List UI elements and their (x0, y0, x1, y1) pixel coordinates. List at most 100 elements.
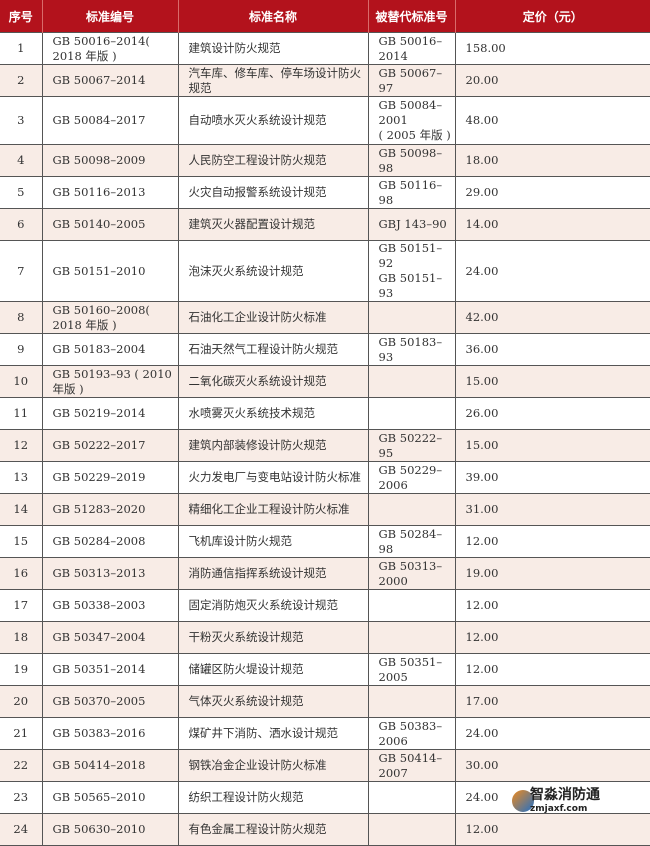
table-row: 24 GB 50630–2010 有色金属工程设计防火规范 12.00 (0, 813, 650, 846)
cell-replaced: GB 50084–2001( 2005 年版 ) (367, 96, 456, 145)
cell-replaced: GB 50229–2006 (367, 461, 456, 494)
cell-replaced (367, 365, 456, 398)
cell-replaced: GB 50098–98 (367, 144, 456, 177)
cell-replaced (367, 781, 456, 814)
cell-price: 30.00 (454, 749, 650, 782)
cell-no: 2 (0, 64, 43, 97)
cell-name: 汽车库、修车库、停车场设计防火规范 (177, 64, 369, 97)
cell-no: 17 (0, 589, 43, 622)
cell-replaced (367, 493, 456, 526)
cell-no: 9 (0, 333, 43, 366)
table-row: 13 GB 50229–2019 火力发电厂与变电站设计防火标准 GB 50229–2… (0, 461, 650, 494)
cell-price: 17.00 (454, 685, 650, 718)
cell-code: GB 51283–2020 (41, 493, 179, 526)
cell-code: GB 50183–2004 (41, 333, 179, 366)
cell-replaced: GB 50351–2005 (367, 653, 456, 686)
cell-replaced: GB 50151–92 GB 50151–93 (367, 240, 456, 302)
cell-code: GB 50565–2010 (41, 781, 179, 814)
cell-code: GB 50067–2014 (41, 64, 179, 97)
cell-code: GB 50370–2005 (41, 685, 179, 718)
cell-name: 飞机库设计防火规范 (177, 525, 369, 558)
table-row: 14 GB 51283–2020 精细化工企业工程设计防火标准 31.00 (0, 493, 650, 526)
cell-price: 158.00 (454, 32, 650, 65)
cell-price: 36.00 (454, 333, 650, 366)
cell-name: 二氧化碳灭火系统设计规范 (177, 365, 369, 398)
cell-replaced: GB 50067–97 (367, 64, 456, 97)
cell-code: GB 50630–2010 (41, 813, 179, 846)
table-row: 16 GB 50313–2013 消防通信指挥系统设计规范 GB 50313–2000… (0, 557, 650, 590)
table-row: 15 GB 50284–2008 飞机库设计防火规范 GB 50284–98 12.00 (0, 525, 650, 558)
cell-price: 12.00 (454, 589, 650, 622)
cell-price: 24.00 (454, 717, 650, 750)
cell-replaced: GB 50183–93 (367, 333, 456, 366)
cell-replaced (367, 589, 456, 622)
cell-name: 水喷雾灭火系统技术规范 (177, 397, 369, 430)
cell-no: 8 (0, 301, 43, 334)
cell-price: 18.00 (454, 144, 650, 177)
cell-name: 煤矿井下消防、洒水设计规范 (177, 717, 369, 750)
cell-no: 11 (0, 397, 43, 430)
cell-price: 14.00 (454, 208, 650, 241)
cell-name: 消防通信指挥系统设计规范 (177, 557, 369, 590)
table-row: 10 GB 50193–93 ( 2010 年版 ) 二氧化碳灭火系统设计规范 15.… (0, 365, 650, 398)
cell-replaced: GB 50222–95 (367, 429, 456, 462)
cell-price: 31.00 (454, 493, 650, 526)
table-row: 4 GB 50098–2009 人民防空工程设计防火规范 GB 50098–98 18.… (0, 144, 650, 177)
cell-no: 23 (0, 781, 43, 814)
cell-price: 42.00 (454, 301, 650, 334)
cell-name: 气体灭火系统设计规范 (177, 685, 369, 718)
cell-code: GB 50151–2010 (41, 240, 179, 302)
cell-no: 4 (0, 144, 43, 177)
table-row: 21 GB 50383–2016 煤矿井下消防、洒水设计规范 GB 50383–200… (0, 717, 650, 750)
cell-code: GB 50284–2008 (41, 525, 179, 558)
cell-name: 有色金属工程设计防火规范 (177, 813, 369, 846)
cell-code: GB 50347–2004 (41, 621, 179, 654)
cell-price: 19.00 (454, 557, 650, 590)
cell-replaced: GB 50284–98 (367, 525, 456, 558)
cell-replaced: GB 50313–2000 (367, 557, 456, 590)
watermark-logo-icon (512, 790, 534, 812)
watermark: 智淼消防通 zmjaxf.com (530, 788, 600, 816)
cell-code: GB 50219–2014 (41, 397, 179, 430)
cell-name: 火力发电厂与变电站设计防火标准 (177, 461, 369, 494)
cell-name: 精细化工企业工程设计防火标准 (177, 493, 369, 526)
cell-replaced (367, 621, 456, 654)
cell-price: 48.00 (454, 96, 650, 145)
cell-code: GB 50140–2005 (41, 208, 179, 241)
cell-name: 储罐区防火堤设计规范 (177, 653, 369, 686)
cell-name: 固定消防炮灭火系统设计规范 (177, 589, 369, 622)
cell-code: GB 50414–2018 (41, 749, 179, 782)
cell-no: 24 (0, 813, 43, 846)
cell-name: 石油化工企业设计防火标准 (177, 301, 369, 334)
table-row: 1 GB 50016–2014( 2018 年版 ) 建筑设计防火规范 GB 5001… (0, 32, 650, 65)
cell-price: 24.00 (454, 781, 650, 814)
cell-replaced: GB 50116–98 (367, 176, 456, 209)
cell-name: 干粉灭火系统设计规范 (177, 621, 369, 654)
table-row: 19 GB 50351–2014 储罐区防火堤设计规范 GB 50351–2005 12… (0, 653, 650, 686)
cell-price: 26.00 (454, 397, 650, 430)
cell-no: 7 (0, 240, 43, 302)
table-row: 12 GB 50222–2017 建筑内部装修设计防火规范 GB 50222–95 15… (0, 429, 650, 462)
cell-replaced (367, 813, 456, 846)
cell-code: GB 50383–2016 (41, 717, 179, 750)
header-name: 标准名称 (177, 0, 368, 33)
cell-name: 钢铁冶金企业设计防火标准 (177, 749, 369, 782)
cell-no: 5 (0, 176, 43, 209)
cell-no: 6 (0, 208, 43, 241)
cell-code: GB 50016–2014( 2018 年版 ) (41, 32, 179, 65)
cell-no: 20 (0, 685, 43, 718)
cell-price: 12.00 (454, 813, 650, 846)
cell-name: 建筑灭火器配置设计规范 (177, 208, 369, 241)
cell-code: GB 50338–2003 (41, 589, 179, 622)
table-row: 9 GB 50183–2004 石油天然气工程设计防火规范 GB 50183–93 36… (0, 333, 650, 366)
cell-name: 纺织工程设计防火规范 (177, 781, 369, 814)
table-row: 17 GB 50338–2003 固定消防炮灭火系统设计规范 12.00 (0, 589, 650, 622)
table-row: 2 GB 50067–2014 汽车库、修车库、停车场设计防火规范 GB 50067–… (0, 64, 650, 97)
cell-code: GB 50098–2009 (41, 144, 179, 177)
cell-replaced: GB 50414–2007 (367, 749, 456, 782)
cell-name: 泡沫灭火系统设计规范 (177, 240, 369, 302)
header-replaced: 被替代标准号 (367, 0, 455, 33)
table-row: 5 GB 50116–2013 火灾自动报警系统设计规范 GB 50116–98 29.… (0, 176, 650, 209)
cell-replaced (367, 397, 456, 430)
cell-no: 3 (0, 96, 43, 145)
